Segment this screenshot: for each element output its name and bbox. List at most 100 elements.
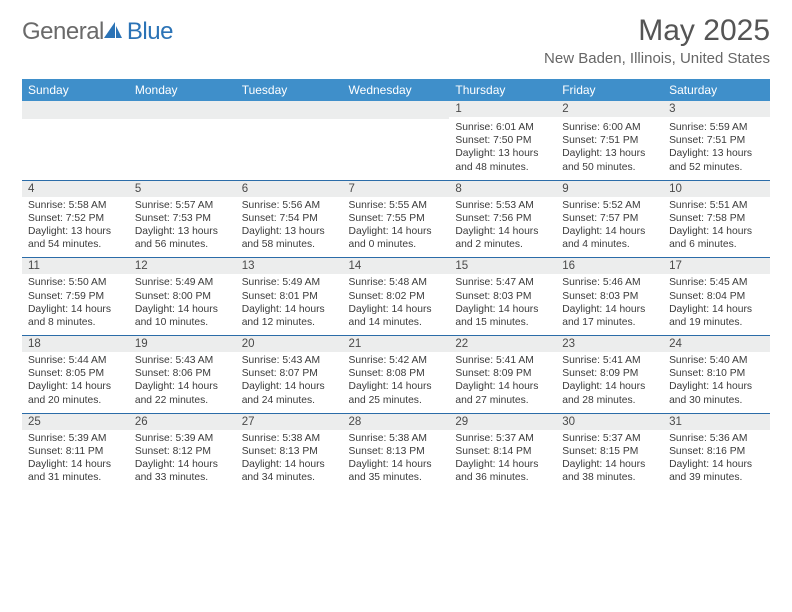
sunset-line: Sunset: 8:03 PM <box>455 290 550 303</box>
day-details: Sunrise: 5:41 AMSunset: 8:09 PMDaylight:… <box>556 352 663 413</box>
weekday-header-row: Sunday Monday Tuesday Wednesday Thursday… <box>22 79 770 101</box>
daylight-line: Daylight: 13 hours and 56 minutes. <box>135 225 230 251</box>
calendar-cell-daynum <box>343 101 450 119</box>
day-details: Sunrise: 5:50 AMSunset: 7:59 PMDaylight:… <box>22 274 129 335</box>
calendar-cell-daynum <box>236 101 343 119</box>
col-tuesday: Tuesday <box>236 79 343 101</box>
day-details: Sunrise: 5:57 AMSunset: 7:53 PMDaylight:… <box>129 197 236 258</box>
sunrise-line: Sunrise: 5:53 AM <box>455 199 550 212</box>
calendar-cell-body: Sunrise: 5:47 AMSunset: 8:03 PMDaylight:… <box>449 274 556 335</box>
calendar-cell-body: Sunrise: 5:41 AMSunset: 8:09 PMDaylight:… <box>556 352 663 413</box>
day-details <box>129 119 236 127</box>
day-number <box>236 101 343 119</box>
sunset-line: Sunset: 8:11 PM <box>28 445 123 458</box>
daylight-line: Daylight: 14 hours and 6 minutes. <box>669 225 764 251</box>
calendar-detail-row: Sunrise: 5:50 AMSunset: 7:59 PMDaylight:… <box>22 274 770 335</box>
calendar-cell-daynum: 16 <box>556 258 663 275</box>
calendar-cell-body: Sunrise: 5:58 AMSunset: 7:52 PMDaylight:… <box>22 197 129 258</box>
day-number: 17 <box>663 258 770 274</box>
sunset-line: Sunset: 8:14 PM <box>455 445 550 458</box>
day-details: Sunrise: 6:01 AMSunset: 7:50 PMDaylight:… <box>449 119 556 180</box>
calendar-cell-daynum: 7 <box>343 180 450 197</box>
day-number: 24 <box>663 336 770 352</box>
sunset-line: Sunset: 8:04 PM <box>669 290 764 303</box>
daylight-line: Daylight: 14 hours and 20 minutes. <box>28 380 123 406</box>
day-details: Sunrise: 5:48 AMSunset: 8:02 PMDaylight:… <box>343 274 450 335</box>
daylight-line: Daylight: 14 hours and 19 minutes. <box>669 303 764 329</box>
day-number: 15 <box>449 258 556 274</box>
calendar-cell-daynum: 12 <box>129 258 236 275</box>
sunrise-line: Sunrise: 5:51 AM <box>669 199 764 212</box>
sunrise-line: Sunrise: 5:40 AM <box>669 354 764 367</box>
calendar-cell-body: Sunrise: 5:52 AMSunset: 7:57 PMDaylight:… <box>556 197 663 258</box>
calendar-cell-daynum: 31 <box>663 413 770 430</box>
calendar-cell-body <box>129 119 236 180</box>
logo: General Blue <box>22 14 173 46</box>
calendar-cell-body: Sunrise: 5:45 AMSunset: 8:04 PMDaylight:… <box>663 274 770 335</box>
col-saturday: Saturday <box>663 79 770 101</box>
calendar-detail-row: Sunrise: 5:44 AMSunset: 8:05 PMDaylight:… <box>22 352 770 413</box>
sunset-line: Sunset: 7:53 PM <box>135 212 230 225</box>
calendar-table: Sunday Monday Tuesday Wednesday Thursday… <box>22 79 770 490</box>
daylight-line: Daylight: 14 hours and 33 minutes. <box>135 458 230 484</box>
sunset-line: Sunset: 7:58 PM <box>669 212 764 225</box>
calendar-cell-body: Sunrise: 5:51 AMSunset: 7:58 PMDaylight:… <box>663 197 770 258</box>
day-number: 14 <box>343 258 450 274</box>
sunset-line: Sunset: 8:13 PM <box>242 445 337 458</box>
daylight-line: Daylight: 14 hours and 12 minutes. <box>242 303 337 329</box>
calendar-cell-daynum: 9 <box>556 180 663 197</box>
daylight-line: Daylight: 14 hours and 38 minutes. <box>562 458 657 484</box>
day-details: Sunrise: 5:39 AMSunset: 8:12 PMDaylight:… <box>129 430 236 491</box>
daylight-line: Daylight: 14 hours and 36 minutes. <box>455 458 550 484</box>
calendar-cell-body: Sunrise: 5:49 AMSunset: 8:00 PMDaylight:… <box>129 274 236 335</box>
day-details: Sunrise: 5:46 AMSunset: 8:03 PMDaylight:… <box>556 274 663 335</box>
day-number: 27 <box>236 414 343 430</box>
sunrise-line: Sunrise: 6:00 AM <box>562 121 657 134</box>
logo-text-blue: Blue <box>127 18 173 46</box>
daylight-line: Daylight: 14 hours and 2 minutes. <box>455 225 550 251</box>
calendar-cell-body: Sunrise: 5:39 AMSunset: 8:11 PMDaylight:… <box>22 430 129 491</box>
day-number: 21 <box>343 336 450 352</box>
daylight-line: Daylight: 14 hours and 35 minutes. <box>349 458 444 484</box>
daylight-line: Daylight: 13 hours and 48 minutes. <box>455 147 550 173</box>
day-details: Sunrise: 5:49 AMSunset: 8:01 PMDaylight:… <box>236 274 343 335</box>
day-number <box>22 101 129 119</box>
sunrise-line: Sunrise: 5:38 AM <box>349 432 444 445</box>
calendar-cell-body: Sunrise: 5:57 AMSunset: 7:53 PMDaylight:… <box>129 197 236 258</box>
calendar-cell-body: Sunrise: 5:59 AMSunset: 7:51 PMDaylight:… <box>663 119 770 180</box>
sunrise-line: Sunrise: 5:56 AM <box>242 199 337 212</box>
sunrise-line: Sunrise: 5:48 AM <box>349 276 444 289</box>
calendar-cell-daynum: 15 <box>449 258 556 275</box>
calendar-cell-daynum: 27 <box>236 413 343 430</box>
sunrise-line: Sunrise: 5:58 AM <box>28 199 123 212</box>
calendar-cell-body <box>343 119 450 180</box>
day-details: Sunrise: 5:43 AMSunset: 8:07 PMDaylight:… <box>236 352 343 413</box>
calendar-cell-body: Sunrise: 5:38 AMSunset: 8:13 PMDaylight:… <box>236 430 343 491</box>
sunrise-line: Sunrise: 5:47 AM <box>455 276 550 289</box>
calendar-cell-daynum: 1 <box>449 101 556 119</box>
sunset-line: Sunset: 8:07 PM <box>242 367 337 380</box>
calendar-detail-row: Sunrise: 5:39 AM Sunset: 8:11 PM Daylight:… <box>22 430 770 491</box>
sunrise-line: Sunrise: 5:39 AM <box>135 432 230 445</box>
sunset-line: Sunset: 7:57 PM <box>562 212 657 225</box>
calendar-cell-body: Sunrise: 6:01 AMSunset: 7:50 PMDaylight:… <box>449 119 556 180</box>
day-details: Sunrise: 5:44 AMSunset: 8:05 PMDaylight:… <box>22 352 129 413</box>
sunset-line: Sunset: 7:52 PM <box>28 212 123 225</box>
sunset-line: Sunset: 7:50 PM <box>455 134 550 147</box>
calendar-daynum-row: 123 <box>22 101 770 119</box>
calendar-cell-daynum: 4 <box>22 180 129 197</box>
day-number: 26 <box>129 414 236 430</box>
sunset-line: Sunset: 7:54 PM <box>242 212 337 225</box>
sunrise-line: Sunrise: 5:36 AM <box>669 432 764 445</box>
daylight-line: Daylight: 14 hours and 28 minutes. <box>562 380 657 406</box>
sunrise-line: Sunrise: 6:01 AM <box>455 121 550 134</box>
daylight-line: Daylight: 13 hours and 54 minutes. <box>28 225 123 251</box>
sunrise-line: Sunrise: 5:55 AM <box>349 199 444 212</box>
day-number: 11 <box>22 258 129 274</box>
day-details <box>343 119 450 127</box>
day-details: Sunrise: 5:39 AMSunset: 8:11 PMDaylight:… <box>22 430 129 491</box>
sunrise-line: Sunrise: 5:37 AM <box>562 432 657 445</box>
sunset-line: Sunset: 7:56 PM <box>455 212 550 225</box>
day-details: Sunrise: 6:00 AMSunset: 7:51 PMDaylight:… <box>556 119 663 180</box>
col-wednesday: Wednesday <box>343 79 450 101</box>
